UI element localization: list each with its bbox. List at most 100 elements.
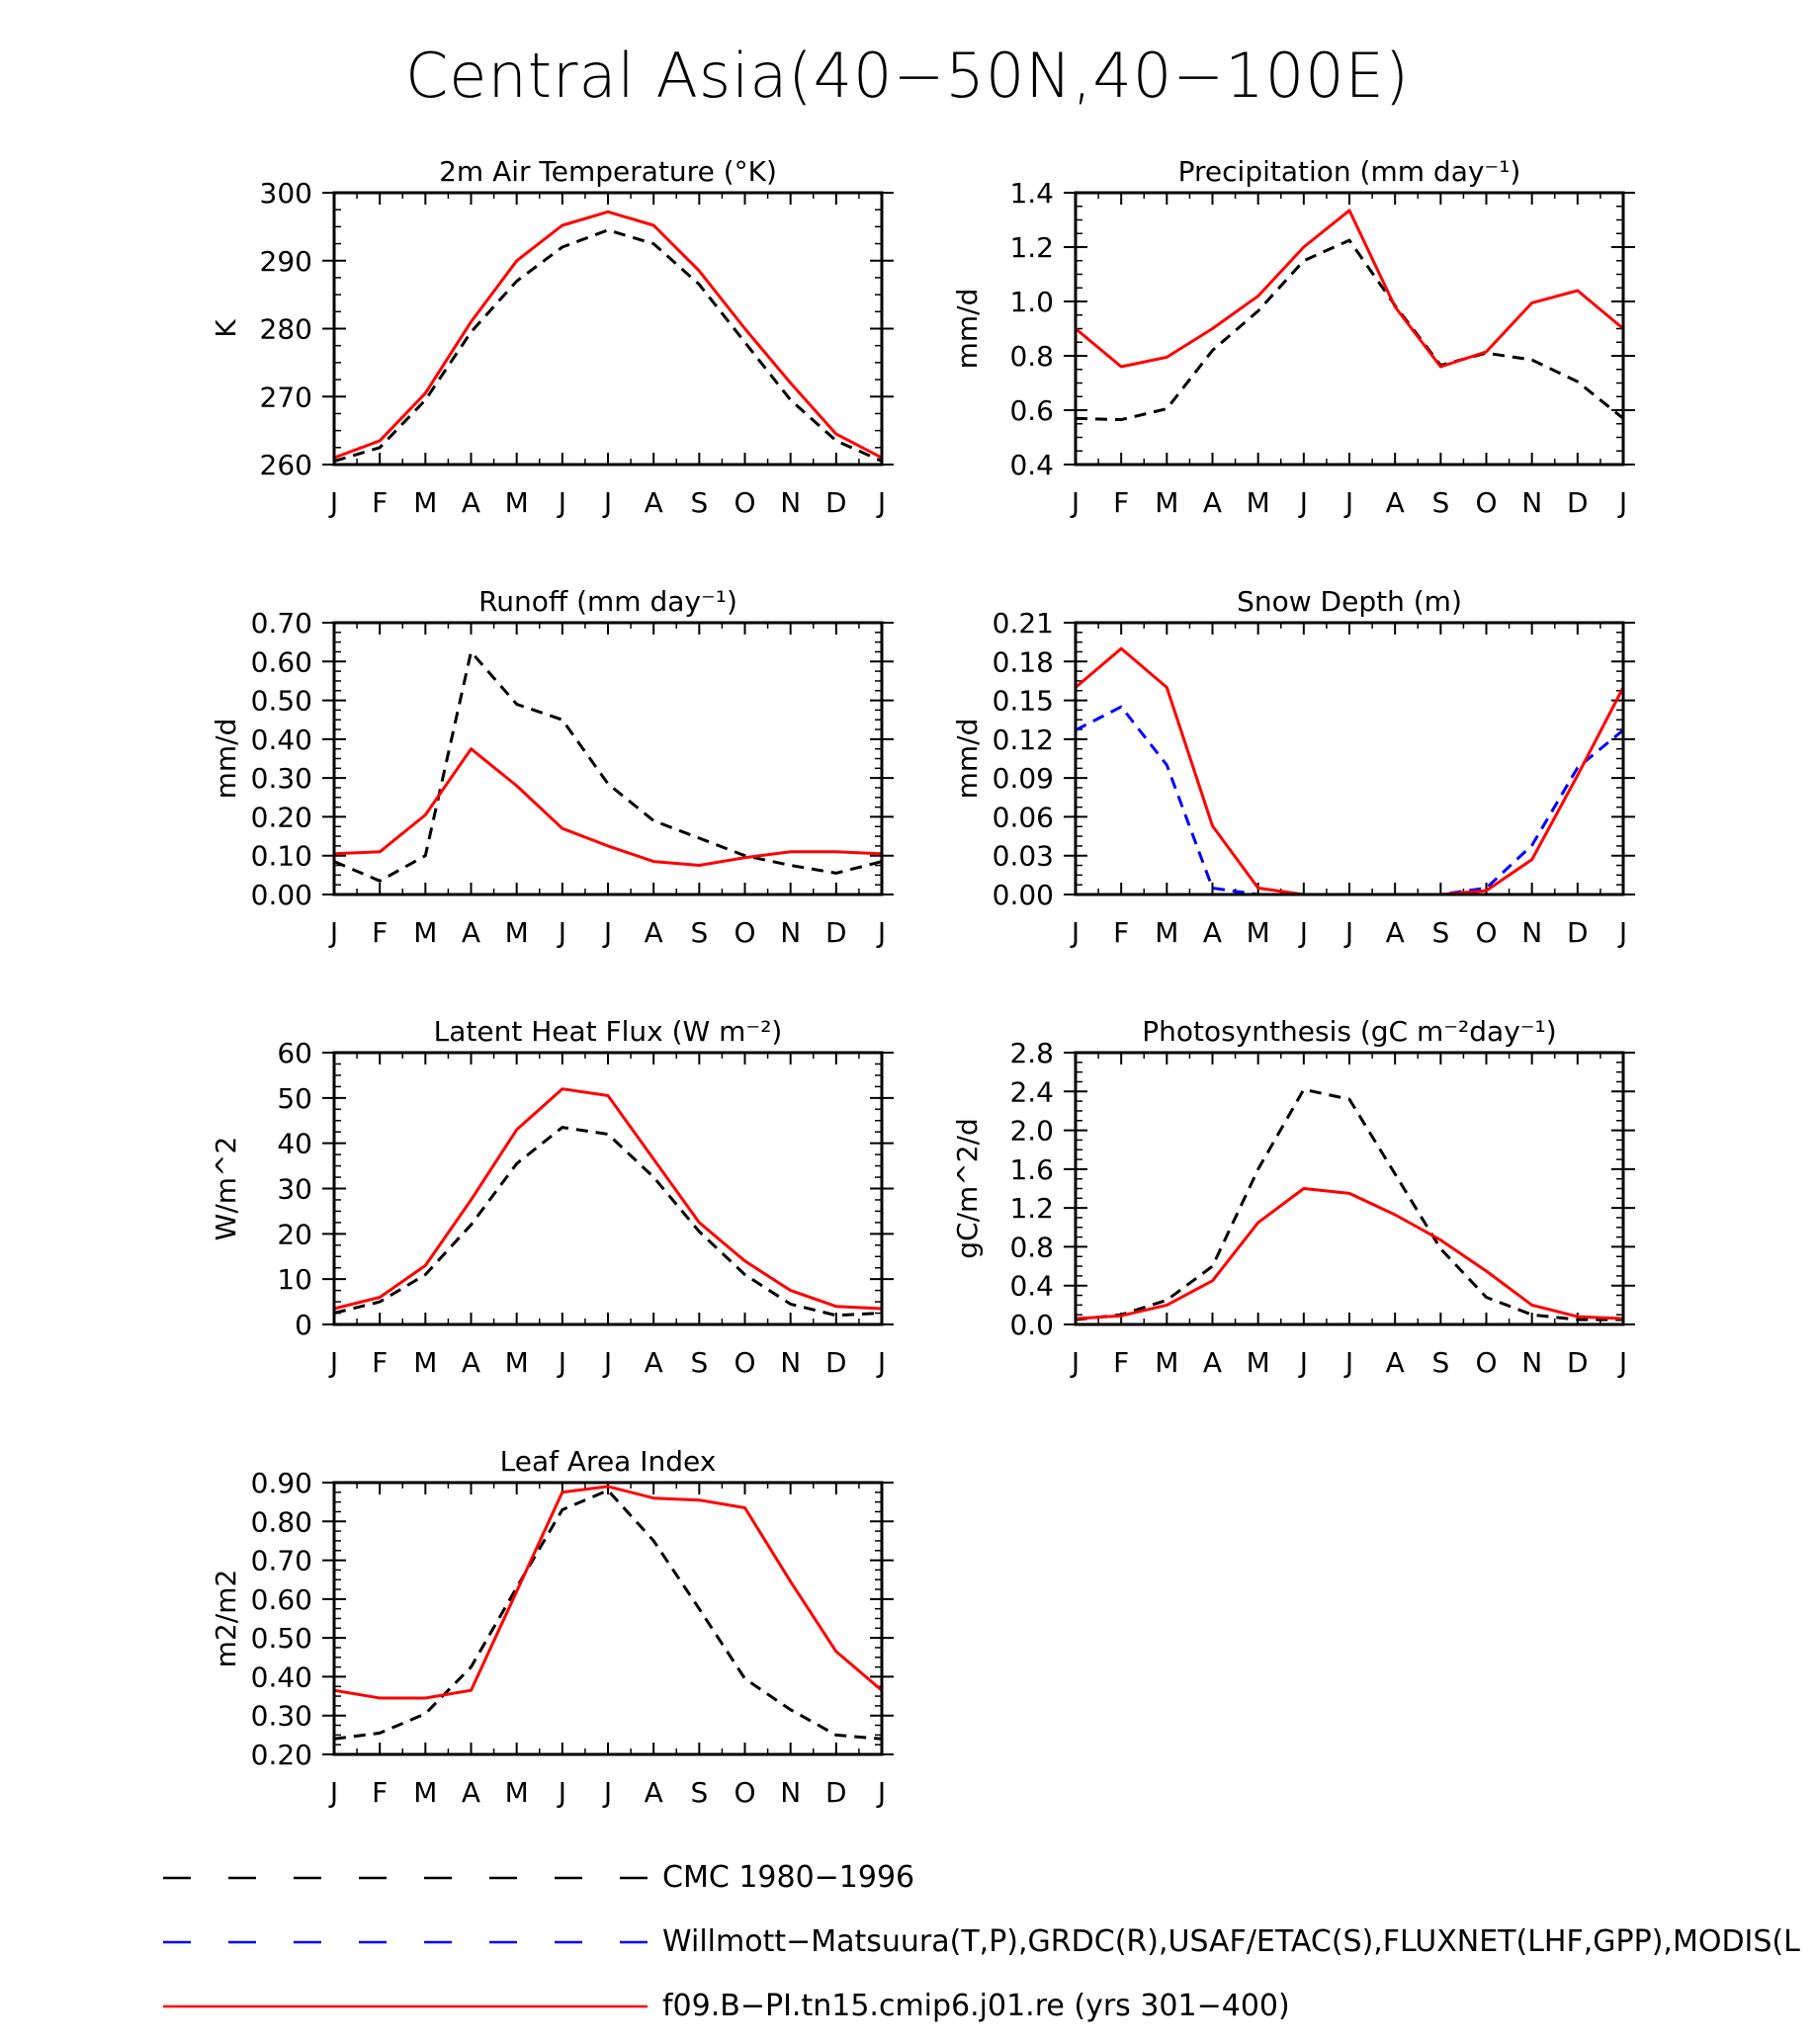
x-tick-label: A: [645, 916, 663, 949]
x-tick-label: J: [1617, 486, 1627, 519]
series-line-0: [333, 1489, 883, 1741]
x-tick-label: N: [1521, 486, 1542, 519]
y-axis-label: mm/d: [951, 719, 984, 800]
x-tick-label: N: [780, 916, 801, 949]
x-tick-label: J: [602, 1346, 612, 1379]
y-tick-label: 0.4: [1009, 1270, 1054, 1303]
x-tick-label: D: [825, 486, 847, 519]
y-tick-label: 1.0: [1009, 286, 1054, 318]
x-tick-label: S: [690, 1776, 708, 1809]
x-tick-label: O: [734, 1346, 755, 1379]
x-tick-label: M: [1247, 486, 1270, 519]
y-tick-label: 280: [260, 313, 312, 346]
x-tick-label: F: [372, 1776, 388, 1809]
x-tick-label: A: [462, 486, 480, 519]
x-tick-label: J: [328, 916, 338, 949]
panel-latent-heat-flux: Latent Heat Flux (W m⁻²)W/m^2J F M A M J J A S O N…: [210, 1015, 894, 1379]
series-line-0: [333, 228, 883, 464]
plot-frame: [332, 1051, 884, 1326]
y-tick-label: 1.6: [1009, 1153, 1054, 1186]
y-tick-label: 0.00: [251, 879, 312, 911]
y-axis-label: mm/d: [951, 289, 984, 370]
x-tick-label: J: [557, 486, 566, 519]
y-tick-label: 0.30: [251, 1700, 312, 1733]
x-tick-label: M: [413, 916, 437, 949]
y-tick-label: 0.15: [993, 685, 1054, 718]
panel-title: 2m Air Temperature (°K): [439, 155, 777, 188]
series-line-1: [1075, 705, 1624, 896]
y-axis-label: gC/m^2/d: [951, 1118, 984, 1259]
x-tick-label: O: [734, 486, 755, 519]
x-tick-label: F: [1113, 1346, 1129, 1379]
y-tick-label: 1.2: [1009, 231, 1054, 264]
x-tick-label: A: [1386, 916, 1405, 949]
x-tick-label: J: [1343, 1346, 1353, 1379]
plot-frame: [1074, 621, 1625, 896]
legend-entry-observations: Willmott−Matsuura(T,P),GRDC(R),USAF/ETAC…: [158, 1922, 1815, 1962]
y-tick-label: 290: [260, 245, 312, 278]
plot-frame: [332, 1481, 884, 1756]
y-tick-label: 0.60: [251, 645, 312, 678]
y-tick-label: 30: [277, 1173, 312, 1206]
y-tick-label: 10: [277, 1263, 312, 1296]
x-tick-label: J: [602, 916, 612, 949]
series-line-0: [1075, 238, 1624, 422]
y-tick-label: 60: [277, 1037, 312, 1069]
panel-runoff: Runoff (mm day⁻¹)mm/dJ F M A M J J A S O N D J0.000.…: [210, 585, 894, 949]
y-tick-label: 2.0: [1009, 1115, 1054, 1148]
y-tick-label: 0.30: [251, 762, 312, 795]
series-line-2: [1075, 646, 1625, 896]
panel-snow-depth: Snow Depth (m)mm/dJ F M A M J J A S O N D J0.000.030…: [951, 585, 1635, 949]
x-tick-label: A: [462, 916, 480, 949]
x-tick-label: M: [1155, 1346, 1178, 1379]
x-tick-label: J: [1070, 486, 1080, 519]
x-tick-label: A: [645, 1346, 663, 1379]
series-line-1: [1075, 1187, 1624, 1320]
y-tick-label: 0.80: [251, 1505, 312, 1538]
series-line-0: [1075, 1087, 1623, 1321]
y-tick-label: 0.06: [993, 801, 1054, 833]
plot-frame: [1074, 1051, 1625, 1326]
y-tick-label: 0.60: [251, 1583, 312, 1616]
x-tick-label: J: [557, 1346, 566, 1379]
panel-photosynthesis: Photosynthesis (gC m⁻²day⁻¹)gC/m^2/dJ F M A…: [951, 1015, 1635, 1379]
x-tick-label: M: [505, 916, 529, 949]
plot-frame: [332, 191, 884, 467]
y-tick-label: 0.09: [993, 762, 1054, 795]
x-tick-label: J: [1617, 1346, 1627, 1379]
x-tick-label: A: [1203, 1346, 1222, 1379]
panel-air-temperature: 2m Air Temperature (°K)KJ F M A M J J A S O N D J260…: [210, 155, 894, 519]
x-tick-label: J: [1070, 916, 1080, 949]
x-tick-label: A: [462, 1776, 480, 1809]
x-tick-label: J: [876, 486, 886, 519]
series-line-0: [333, 1126, 883, 1318]
y-axis-label: mm/d: [210, 719, 242, 800]
x-tick-label: M: [1247, 916, 1270, 949]
y-tick-label: 0.50: [251, 685, 312, 718]
panel-title: Runoff (mm day⁻¹): [478, 585, 737, 618]
x-tick-label: M: [1247, 1346, 1270, 1379]
y-tick-label: 0.70: [251, 1545, 312, 1577]
plot-frame: [332, 621, 884, 896]
x-tick-label: J: [1298, 486, 1308, 519]
x-tick-label: S: [690, 916, 708, 949]
x-tick-label: S: [1431, 916, 1449, 949]
y-tick-label: 0.4: [1009, 449, 1054, 481]
x-tick-label: F: [1113, 486, 1129, 519]
x-tick-label: J: [602, 486, 612, 519]
x-tick-label: A: [1386, 1346, 1405, 1379]
y-tick-label: 0.8: [1009, 1231, 1054, 1263]
y-tick-label: 0.20: [251, 1739, 312, 1771]
y-tick-label: 0.90: [251, 1467, 312, 1499]
x-tick-label: M: [505, 1776, 529, 1809]
x-tick-label: D: [1567, 916, 1589, 949]
y-tick-label: 300: [260, 177, 312, 210]
y-tick-label: 0.6: [1009, 394, 1054, 427]
legend-line-model: [163, 2004, 648, 2008]
x-tick-label: S: [1431, 486, 1449, 519]
x-tick-label: J: [602, 1776, 612, 1809]
x-tick-label: D: [825, 1346, 847, 1379]
y-tick-label: 0: [295, 1309, 312, 1341]
x-tick-label: J: [876, 1776, 886, 1809]
